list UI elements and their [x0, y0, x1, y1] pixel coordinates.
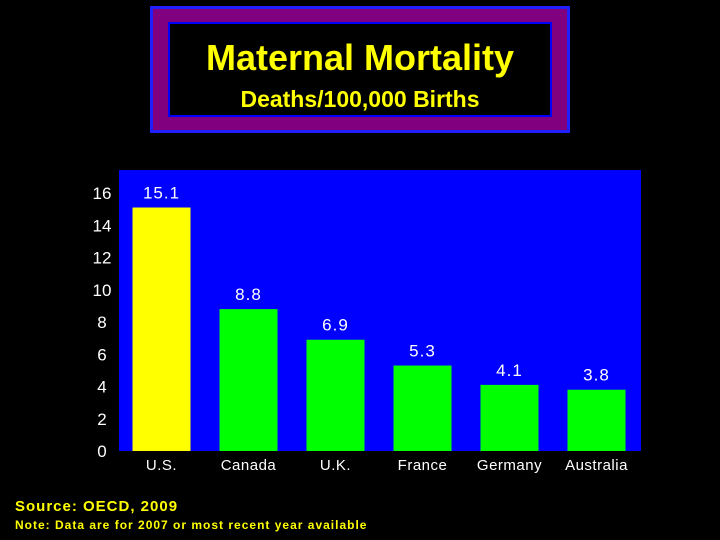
source-text: Source: OECD, 2009 [15, 498, 179, 515]
x-tick-label: Canada [221, 457, 277, 474]
value-label: 8.8 [235, 285, 262, 304]
bar-australia [567, 389, 626, 451]
y-axis-ticks: 0 2 4 6 8 10 12 14 16 [93, 184, 112, 461]
y-tick-label: 14 [93, 216, 112, 235]
y-tick-label: 8 [97, 313, 106, 332]
bar-canada [219, 309, 278, 451]
y-tick-label: 0 [97, 442, 106, 461]
y-tick-label: 2 [97, 410, 106, 429]
x-tick-label: Australia [565, 457, 628, 474]
x-tick-label: Germany [477, 457, 542, 474]
value-label: 4.1 [496, 361, 523, 380]
chart-title: Maternal Mortality [205, 37, 515, 78]
value-label: 5.3 [409, 342, 436, 361]
x-tick-label: France [398, 457, 448, 474]
value-label: 15.1 [143, 184, 180, 203]
bars [132, 207, 626, 451]
title-box: Maternal Mortality Deaths/100,000 Births [150, 6, 570, 133]
y-tick-label: 12 [93, 249, 112, 268]
bar-us [132, 207, 191, 451]
bar-france [393, 365, 452, 451]
y-tick-label: 4 [97, 378, 106, 397]
plot-area [119, 170, 641, 451]
y-tick-label: 10 [93, 281, 112, 300]
x-tick-label: U.K. [320, 457, 351, 474]
x-tick-label: U.S. [146, 457, 177, 474]
x-axis-labels: U.S. Canada U.K. France Germany Australia [146, 457, 628, 474]
value-label: 3.8 [583, 366, 610, 385]
chart-subtitle: Deaths/100,000 Births [240, 86, 480, 112]
y-tick-label: 6 [97, 345, 106, 364]
bar-uk [306, 339, 365, 451]
y-tick-label: 16 [93, 184, 112, 203]
title-inner: Maternal Mortality Deaths/100,000 Births [168, 22, 552, 117]
value-labels: 15.1 8.8 6.9 5.3 4.1 3.8 [143, 184, 610, 385]
bar-germany [480, 384, 539, 451]
value-label: 6.9 [322, 316, 349, 335]
note-text: Note: Data are for 2007 or most recent y… [15, 518, 368, 532]
